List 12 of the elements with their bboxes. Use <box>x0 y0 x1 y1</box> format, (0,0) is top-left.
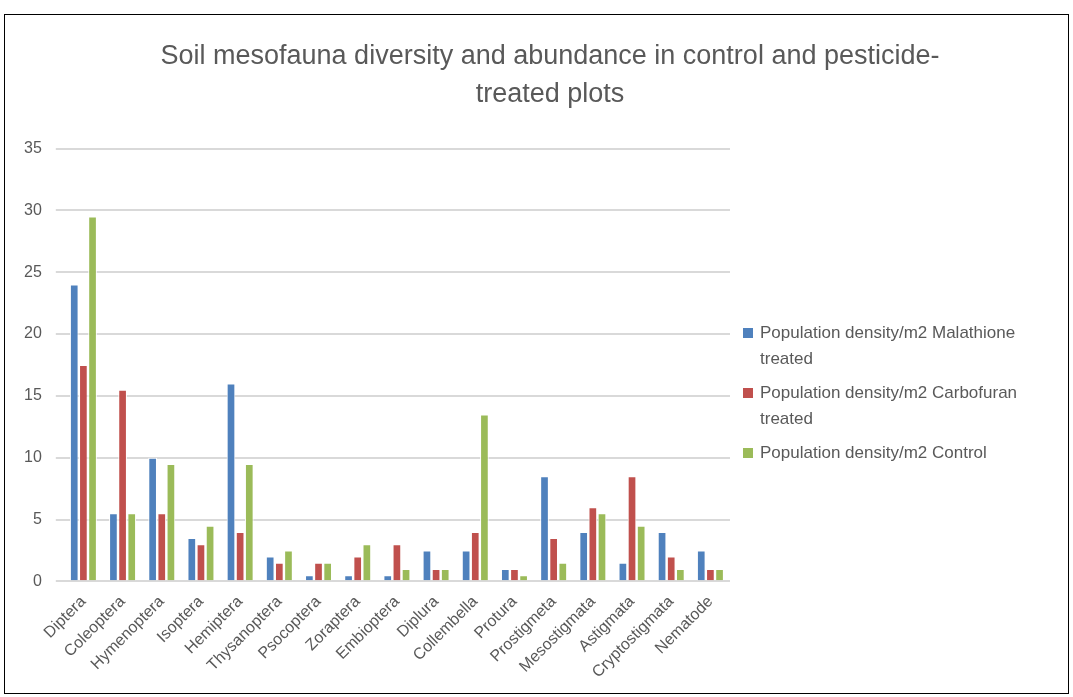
legend-label: Population density/m2 Malathione treated <box>760 322 1017 370</box>
y-tick-label: 0 <box>32 571 42 589</box>
y-tick-label: 15 <box>24 386 42 404</box>
legend-label: Population density/m2 Carbofuran treated <box>760 382 1019 430</box>
y-tick-label: 5 <box>32 509 42 527</box>
y-tick-label: 30 <box>24 200 42 218</box>
y-tick-label: 10 <box>24 448 42 466</box>
y-tick-label: 35 <box>24 139 42 157</box>
chart-title: Soil mesofauna diversity and abundance in control and pesticide-treated plots <box>159 39 941 110</box>
y-tick-label: 20 <box>24 324 42 342</box>
legend-label: Population density/m2 Control <box>760 442 987 464</box>
y-tick-label: 25 <box>24 262 42 280</box>
